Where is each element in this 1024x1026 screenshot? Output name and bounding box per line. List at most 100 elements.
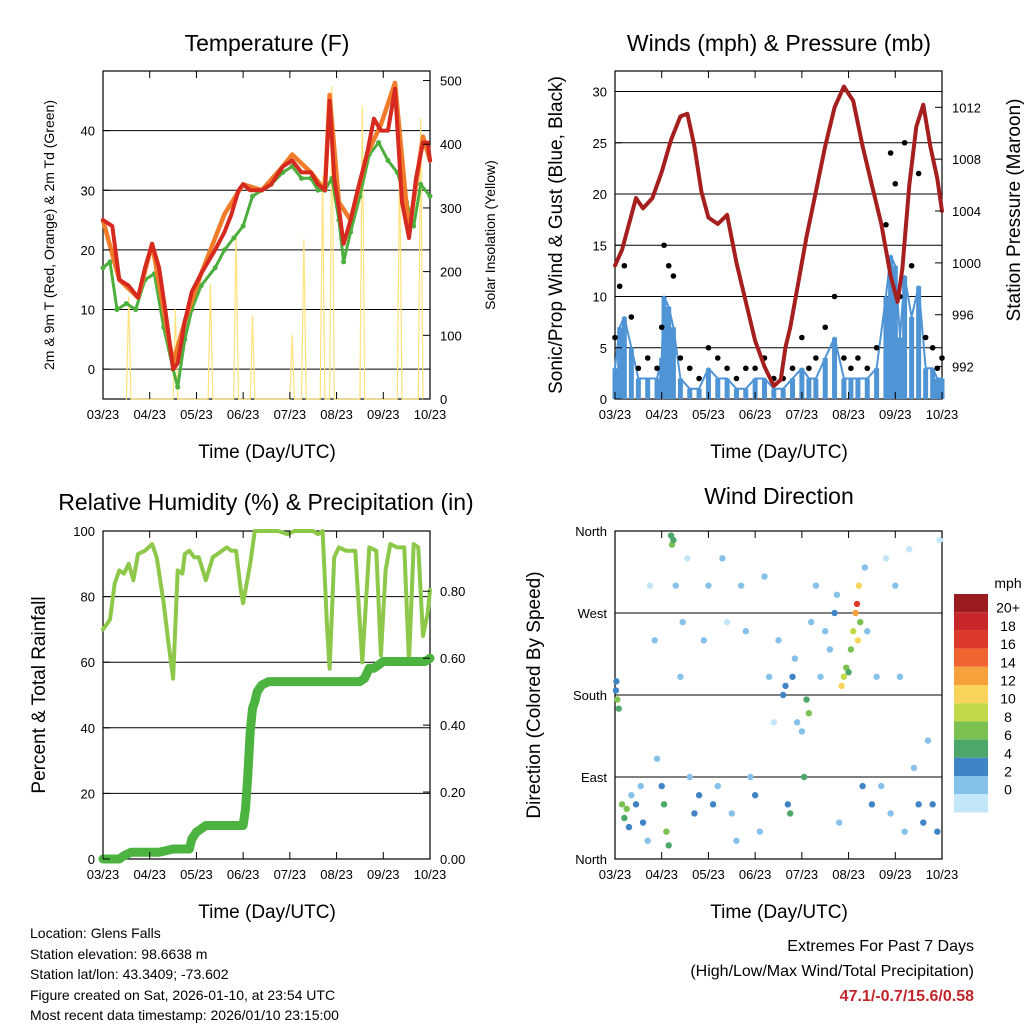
wind-direction-point xyxy=(658,782,665,790)
wind-direction-point xyxy=(714,782,721,790)
winds-y2-label: Station Pressure (Maroon) xyxy=(1004,99,1024,322)
wind-direction-point xyxy=(765,673,773,680)
wind-direction-point xyxy=(747,773,754,781)
wind-direction-point xyxy=(637,782,644,790)
temperature-x-tick-label: 09/23 xyxy=(367,407,400,422)
winds-y2-tick-label: 996 xyxy=(952,308,974,323)
humidity-y2-ticks: 0.00 0.20 0.40 0.60 0.80 xyxy=(423,584,465,867)
wind-gust-point xyxy=(915,170,922,177)
wind-direction-point xyxy=(644,837,651,844)
wind-gust-point xyxy=(686,365,693,372)
wind-gust-point xyxy=(908,262,915,269)
temperature-y-tick-label: 0 xyxy=(88,362,95,377)
wind-gust-point xyxy=(883,221,889,228)
wind-direction-point xyxy=(855,582,863,589)
winds-x-tick-label: 05/23 xyxy=(692,407,725,422)
dewpoint-point xyxy=(100,265,106,271)
wind-direction-point xyxy=(831,609,838,617)
wind-direction-point xyxy=(817,673,824,680)
temp-9m-line xyxy=(100,80,433,366)
wind-gust-point xyxy=(892,180,899,187)
wind-direction-point xyxy=(695,792,703,799)
winds-y2-tick-label: 1000 xyxy=(952,256,981,271)
humidity-y-tick-label: 80 xyxy=(81,590,95,605)
direction-x-tick-label: 08/23 xyxy=(832,867,865,882)
wind-direction-point xyxy=(812,582,820,589)
wind-gust-point xyxy=(724,365,730,372)
winds-panel: Winds (mph) & Pressure (mb) 0 5 10 15 20 25 30… xyxy=(546,30,1024,463)
relative-humidity-line xyxy=(101,529,432,681)
humidity-y2-tick-label: 0.80 xyxy=(440,584,465,599)
temperature-y2-tick-label: 0 xyxy=(440,392,447,407)
wind-direction-point xyxy=(868,801,876,808)
temperature-panel: Temperature (F) 0 10 20 30 40 0 100 200 300 400 5… xyxy=(41,30,498,463)
temperature-y-label: 2m & 9m T (Red, Orange) & 2m Td (Green) xyxy=(41,100,57,370)
temperature-y-ticks: 0 10 20 30 40 xyxy=(81,124,110,377)
temperature-y2-tick-label: 400 xyxy=(440,137,462,152)
wind-direction-point xyxy=(852,609,859,617)
temperature-x-tick-label: 04/23 xyxy=(133,407,166,422)
temperature-x-label: Time (Day/UTC) xyxy=(198,442,336,463)
wind-direction-point xyxy=(854,637,862,644)
wind-direction-point xyxy=(737,582,745,589)
wind-gust-point xyxy=(887,150,894,156)
wind-direction-point xyxy=(779,691,787,699)
speed-legend-label: 12 xyxy=(1000,673,1016,689)
winds-y-tick-label: 5 xyxy=(600,341,607,356)
wind-direction-point xyxy=(751,792,759,799)
direction-x-tick-label: 10/23 xyxy=(926,867,959,882)
wind-direction-point xyxy=(836,819,843,826)
humidity-x-tick-label: 08/23 xyxy=(320,867,353,882)
direction-y-tick-label: South xyxy=(573,688,607,703)
temperature-x-tick-label: 06/23 xyxy=(227,407,260,422)
wind-direction-point xyxy=(861,564,869,571)
wind-gust-point xyxy=(864,365,871,372)
direction-y-tick-label: East xyxy=(581,770,607,785)
winds-y-tick-label: 0 xyxy=(600,392,607,407)
wind-direction-point xyxy=(929,801,936,808)
wind-direction-point xyxy=(775,637,782,644)
humidity-x-tick-label: 10/23 xyxy=(414,867,447,882)
humidity-y-tick-label: 0 xyxy=(88,852,95,867)
created-text: Figure created on Sat, 2026-01-10, at 23… xyxy=(30,986,336,1003)
wind-gust-point xyxy=(616,283,623,290)
wind-direction-point xyxy=(847,646,855,653)
dewpoint-point xyxy=(114,307,120,313)
speed-legend-swatch xyxy=(954,703,988,722)
speed-legend-swatch xyxy=(954,612,988,631)
direction-x-tick-label: 07/23 xyxy=(786,867,819,882)
wind-direction-point xyxy=(920,819,927,826)
temperature-y2-label: Solar Insolation (Yellow) xyxy=(482,160,498,310)
direction-panel: Wind Direction North East South West North 0… xyxy=(524,483,1022,923)
direction-y-tick-label: North xyxy=(575,524,607,539)
humidity-y-tick-label: 20 xyxy=(81,786,95,801)
wind-direction-point xyxy=(910,764,918,772)
wind-direction-point xyxy=(782,682,789,690)
direction-y-label: Direction (Colored By Speed) xyxy=(524,571,545,818)
dewpoint-point xyxy=(198,283,204,289)
wind-gust-point xyxy=(799,334,805,341)
wind-direction-point xyxy=(833,591,841,598)
winds-x-tick-label: 03/23 xyxy=(599,407,632,422)
wind-direction-point xyxy=(625,823,633,831)
temperature-y2-tick-label: 200 xyxy=(440,265,462,280)
extremes-subtitle: (High/Low/Max Wind/Total Precipitation) xyxy=(690,963,974,980)
wind-gust-point xyxy=(628,314,635,320)
wind-direction-point xyxy=(660,801,668,808)
winds-y-tick-label: 15 xyxy=(593,238,607,253)
speed-legend-swatch xyxy=(954,721,988,740)
speed-legend-title: mph xyxy=(994,575,1021,591)
wind-direction-point xyxy=(826,646,834,653)
dewpoint-point xyxy=(107,259,113,265)
wind-gust-point xyxy=(658,324,665,331)
wind-direction-point xyxy=(663,828,670,835)
direction-y-tick-label: West xyxy=(578,606,608,621)
station-pressure-line xyxy=(613,84,944,388)
dewpoint-point xyxy=(123,301,129,307)
wind-direction-point xyxy=(789,673,796,680)
humidity-y2-tick-label: 0.20 xyxy=(440,785,465,800)
speed-legend: mph 20+ 18 16 14 12 10 8 6 4 2 0 xyxy=(954,575,1022,813)
wind-gust-point xyxy=(733,375,740,382)
wind-direction-point xyxy=(864,628,871,635)
